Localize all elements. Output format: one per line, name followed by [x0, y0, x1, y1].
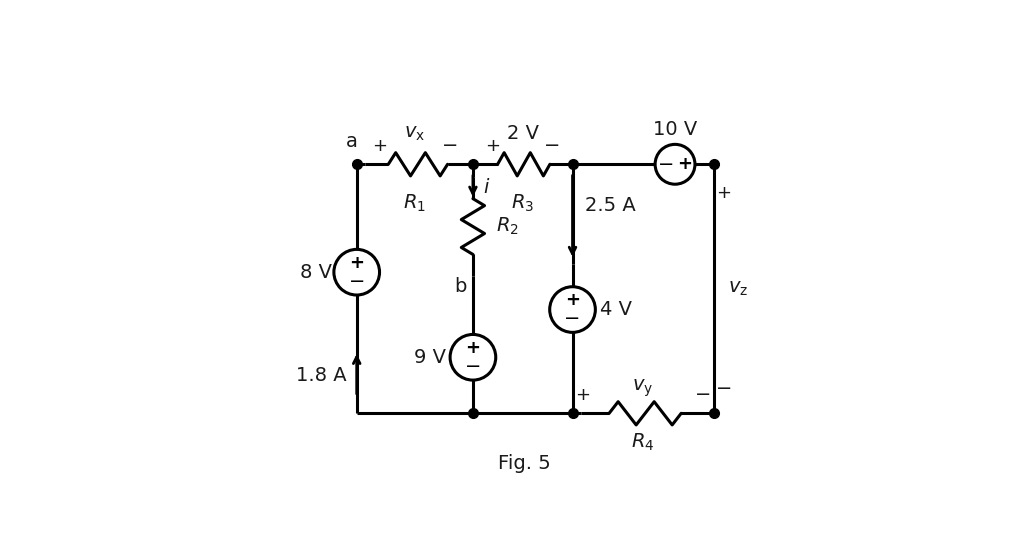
Text: Fig. 5: Fig. 5	[499, 454, 551, 473]
Text: +: +	[677, 155, 691, 173]
Text: +: +	[485, 136, 501, 155]
Text: −: −	[544, 136, 560, 155]
Text: a: a	[346, 132, 357, 151]
Text: $R_4$: $R_4$	[632, 432, 654, 453]
Text: b: b	[455, 277, 467, 296]
Text: 2.5 A: 2.5 A	[585, 196, 636, 215]
Text: +: +	[349, 254, 365, 272]
Text: 9 V: 9 V	[414, 348, 445, 367]
Text: +: +	[575, 385, 591, 404]
Text: −: −	[695, 385, 712, 404]
Text: $v_{\mathrm{z}}$: $v_{\mathrm{z}}$	[728, 279, 749, 298]
Text: 4 V: 4 V	[599, 300, 632, 319]
Text: $v_{\mathrm{y}}$: $v_{\mathrm{y}}$	[633, 378, 653, 399]
Text: $R_1$: $R_1$	[403, 193, 426, 215]
Text: $R_2$: $R_2$	[496, 216, 518, 237]
Text: $v_{\mathrm{x}}$: $v_{\mathrm{x}}$	[404, 123, 425, 143]
Text: 2 V: 2 V	[507, 123, 539, 143]
Circle shape	[550, 287, 595, 333]
Text: $R_3$: $R_3$	[511, 193, 535, 215]
Text: 8 V: 8 V	[300, 262, 332, 282]
Text: +: +	[565, 292, 580, 309]
Text: −: −	[442, 136, 459, 155]
Text: −: −	[657, 155, 674, 174]
Text: +: +	[372, 136, 387, 155]
Circle shape	[451, 334, 496, 380]
Text: +: +	[466, 339, 480, 357]
Text: 10 V: 10 V	[653, 120, 697, 139]
Text: −: −	[465, 357, 481, 376]
Text: −: −	[564, 309, 581, 328]
Text: −: −	[348, 272, 365, 291]
Text: $i$: $i$	[483, 178, 490, 197]
Text: +: +	[717, 184, 731, 202]
Circle shape	[334, 250, 380, 295]
Circle shape	[655, 144, 695, 184]
Text: 1.8 A: 1.8 A	[296, 367, 346, 385]
Text: −: −	[716, 379, 732, 398]
